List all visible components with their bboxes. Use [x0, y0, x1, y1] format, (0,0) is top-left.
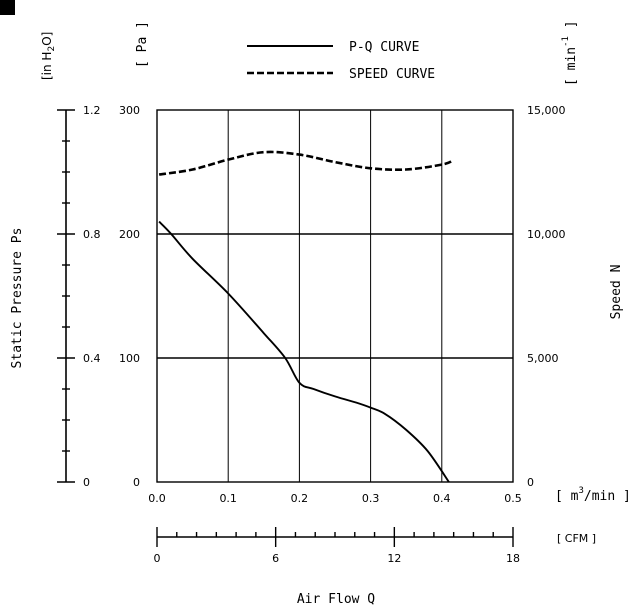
pq-curve-line	[158, 220, 450, 483]
cfm-axis: 0 6 12 18	[154, 527, 520, 565]
legend-pq-label: P-Q CURVE	[349, 40, 419, 55]
in-h2o-tick-label: 0.8	[83, 228, 101, 241]
in-h2o-tick-label: 0.4	[83, 352, 101, 365]
cfm-tick-label: 18	[506, 552, 520, 565]
speed-tick-label: 0	[527, 476, 534, 489]
pa-tick-label: 200	[119, 228, 140, 241]
speed-tick-label: 10,000	[527, 228, 566, 241]
legend: P-Q CURVE SPEED CURVE	[247, 40, 435, 82]
speed-tick-label: 5,000	[527, 352, 559, 365]
cfm-unit-label: [ CFM ]	[557, 532, 596, 545]
plot-frame	[156, 109, 514, 483]
pa-unit-label: [ Pa ]	[135, 21, 150, 68]
in-h2o-tick-label: 1.2	[83, 104, 101, 117]
in-h2o-scale: 0 0.4 0.8 1.2	[57, 104, 101, 489]
corner-marker	[0, 0, 15, 15]
tick-labels: 0.0 0.1 0.2 0.3 0.4 0.5 0 100 200 300 0 5,000 10,000…	[119, 104, 566, 505]
x-tick-label: 0.5	[504, 492, 522, 505]
legend-speed-label: SPEED CURVE	[349, 67, 435, 82]
x-tick-label: 0.2	[291, 492, 309, 505]
grid	[157, 110, 513, 482]
pa-tick-label: 0	[133, 476, 140, 489]
cfm-tick-label: 0	[154, 552, 161, 565]
x-tick-label: 0.4	[433, 492, 451, 505]
pa-tick-label: 300	[119, 104, 140, 117]
speed-curve-line	[158, 150, 454, 176]
pa-tick-label: 100	[119, 352, 140, 365]
y-left-axis-title: Static Pressure Ps	[10, 228, 25, 369]
x-tick-label: 0.1	[219, 492, 237, 505]
cfm-tick-label: 12	[387, 552, 401, 565]
in-h2o-unit-label: [in H2O]	[40, 32, 57, 80]
y-right-axis-title: Speed N	[609, 265, 624, 320]
x-tick-label: 0.0	[148, 492, 166, 505]
min-unit-label: [ min-1 ]	[561, 20, 579, 86]
in-h2o-tick-label: 0	[83, 476, 90, 489]
m3-min-unit-label: [ m3/min ]	[555, 486, 631, 504]
x-tick-label: 0.3	[362, 492, 380, 505]
cfm-tick-label: 6	[272, 552, 279, 565]
speed-tick-label: 15,000	[527, 104, 566, 117]
x-axis-title: Air Flow Q	[297, 592, 375, 607]
